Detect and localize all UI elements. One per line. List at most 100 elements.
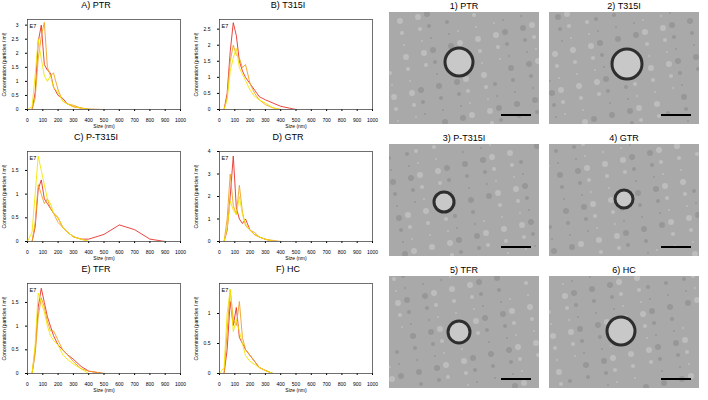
svg-text:Size (nm): Size (nm) <box>93 255 115 261</box>
svg-text:200: 200 <box>54 249 63 255</box>
svg-text:900: 900 <box>353 381 362 387</box>
svg-text:0: 0 <box>208 106 211 112</box>
svg-text:1.5: 1.5 <box>12 64 19 70</box>
svg-text:2: 2 <box>208 42 211 48</box>
svg-text:700: 700 <box>322 249 331 255</box>
svg-text:4: 4 <box>208 148 211 154</box>
svg-text:E7: E7 <box>222 287 229 293</box>
svg-text:200: 200 <box>54 381 63 387</box>
svg-text:400: 400 <box>85 249 94 255</box>
svg-text:900: 900 <box>161 117 170 123</box>
svg-text:300: 300 <box>69 117 78 123</box>
svg-text:800: 800 <box>338 381 347 387</box>
svg-text:0: 0 <box>208 370 211 376</box>
svg-text:0: 0 <box>26 117 29 123</box>
svg-text:100: 100 <box>231 249 240 255</box>
svg-text:100: 100 <box>231 117 240 123</box>
svg-text:600: 600 <box>115 249 124 255</box>
svg-text:Size (nm): Size (nm) <box>285 123 307 129</box>
svg-text:0: 0 <box>208 238 211 244</box>
svg-text:700: 700 <box>130 381 139 387</box>
svg-text:600: 600 <box>307 249 316 255</box>
svg-text:800: 800 <box>338 249 347 255</box>
svg-text:300: 300 <box>261 249 270 255</box>
svg-text:2: 2 <box>208 193 211 199</box>
svg-text:200: 200 <box>246 249 255 255</box>
svg-text:700: 700 <box>130 117 139 123</box>
svg-text:Concentration (particles / ml): Concentration (particles / ml) <box>1 296 7 360</box>
svg-text:1000: 1000 <box>367 249 378 255</box>
svg-text:Size (nm): Size (nm) <box>93 123 115 129</box>
svg-text:1: 1 <box>16 323 19 329</box>
svg-text:2.5: 2.5 <box>12 36 19 42</box>
svg-text:Concentration (particles / ml): Concentration (particles / ml) <box>193 164 199 228</box>
svg-text:E7: E7 <box>30 155 37 161</box>
svg-text:1000: 1000 <box>367 117 378 123</box>
svg-text:0: 0 <box>218 117 221 123</box>
svg-text:900: 900 <box>161 249 170 255</box>
svg-text:600: 600 <box>115 117 124 123</box>
svg-text:2.5: 2.5 <box>204 26 211 32</box>
svg-text:400: 400 <box>277 381 286 387</box>
svg-text:Concentration (particles / ml): Concentration (particles / ml) <box>193 32 199 96</box>
svg-text:1.5: 1.5 <box>12 167 19 173</box>
svg-text:200: 200 <box>246 381 255 387</box>
svg-text:3: 3 <box>16 22 19 28</box>
svg-text:3: 3 <box>208 171 211 177</box>
svg-text:0: 0 <box>16 238 19 244</box>
svg-text:0: 0 <box>26 249 29 255</box>
svg-text:Concentration (particles / ml): Concentration (particles / ml) <box>193 296 199 360</box>
svg-text:0.5: 0.5 <box>12 346 19 352</box>
svg-text:100: 100 <box>231 381 240 387</box>
svg-text:0.5: 0.5 <box>204 340 211 346</box>
svg-text:1: 1 <box>16 191 19 197</box>
svg-text:100: 100 <box>39 117 48 123</box>
svg-text:300: 300 <box>69 381 78 387</box>
svg-text:700: 700 <box>322 381 331 387</box>
svg-text:1000: 1000 <box>175 117 186 123</box>
svg-text:Size (nm): Size (nm) <box>285 387 307 393</box>
svg-text:0: 0 <box>218 381 221 387</box>
svg-text:0.5: 0.5 <box>12 214 19 220</box>
svg-text:E7: E7 <box>30 287 37 293</box>
svg-text:1000: 1000 <box>175 381 186 387</box>
svg-text:0: 0 <box>218 249 221 255</box>
svg-text:400: 400 <box>85 117 94 123</box>
svg-text:400: 400 <box>85 381 94 387</box>
svg-text:E7: E7 <box>222 155 229 161</box>
svg-text:200: 200 <box>54 117 63 123</box>
svg-text:700: 700 <box>322 117 331 123</box>
svg-text:600: 600 <box>115 381 124 387</box>
svg-text:1: 1 <box>16 78 19 84</box>
svg-text:300: 300 <box>261 381 270 387</box>
svg-text:Size (nm): Size (nm) <box>93 387 115 393</box>
svg-text:0: 0 <box>26 381 29 387</box>
svg-text:1.5: 1.5 <box>204 58 211 64</box>
svg-text:0: 0 <box>16 370 19 376</box>
svg-text:400: 400 <box>277 249 286 255</box>
svg-text:800: 800 <box>146 249 155 255</box>
svg-text:Concentration (particles / ml): Concentration (particles / ml) <box>1 32 7 96</box>
svg-text:1: 1 <box>208 74 211 80</box>
svg-text:400: 400 <box>277 117 286 123</box>
svg-text:100: 100 <box>39 381 48 387</box>
svg-text:2: 2 <box>16 50 19 56</box>
svg-text:900: 900 <box>353 117 362 123</box>
svg-text:300: 300 <box>261 117 270 123</box>
svg-text:1.5: 1.5 <box>12 299 19 305</box>
svg-text:200: 200 <box>246 117 255 123</box>
svg-text:800: 800 <box>338 117 347 123</box>
svg-text:100: 100 <box>39 249 48 255</box>
svg-text:800: 800 <box>146 117 155 123</box>
svg-text:800: 800 <box>146 381 155 387</box>
svg-text:1000: 1000 <box>367 381 378 387</box>
svg-text:700: 700 <box>130 249 139 255</box>
svg-text:600: 600 <box>307 381 316 387</box>
svg-text:E7: E7 <box>30 23 37 29</box>
svg-text:300: 300 <box>69 249 78 255</box>
svg-text:1000: 1000 <box>175 249 186 255</box>
svg-text:0.5: 0.5 <box>204 90 211 96</box>
svg-text:1: 1 <box>208 216 211 222</box>
svg-text:1: 1 <box>208 310 211 316</box>
svg-text:0.5: 0.5 <box>12 92 19 98</box>
